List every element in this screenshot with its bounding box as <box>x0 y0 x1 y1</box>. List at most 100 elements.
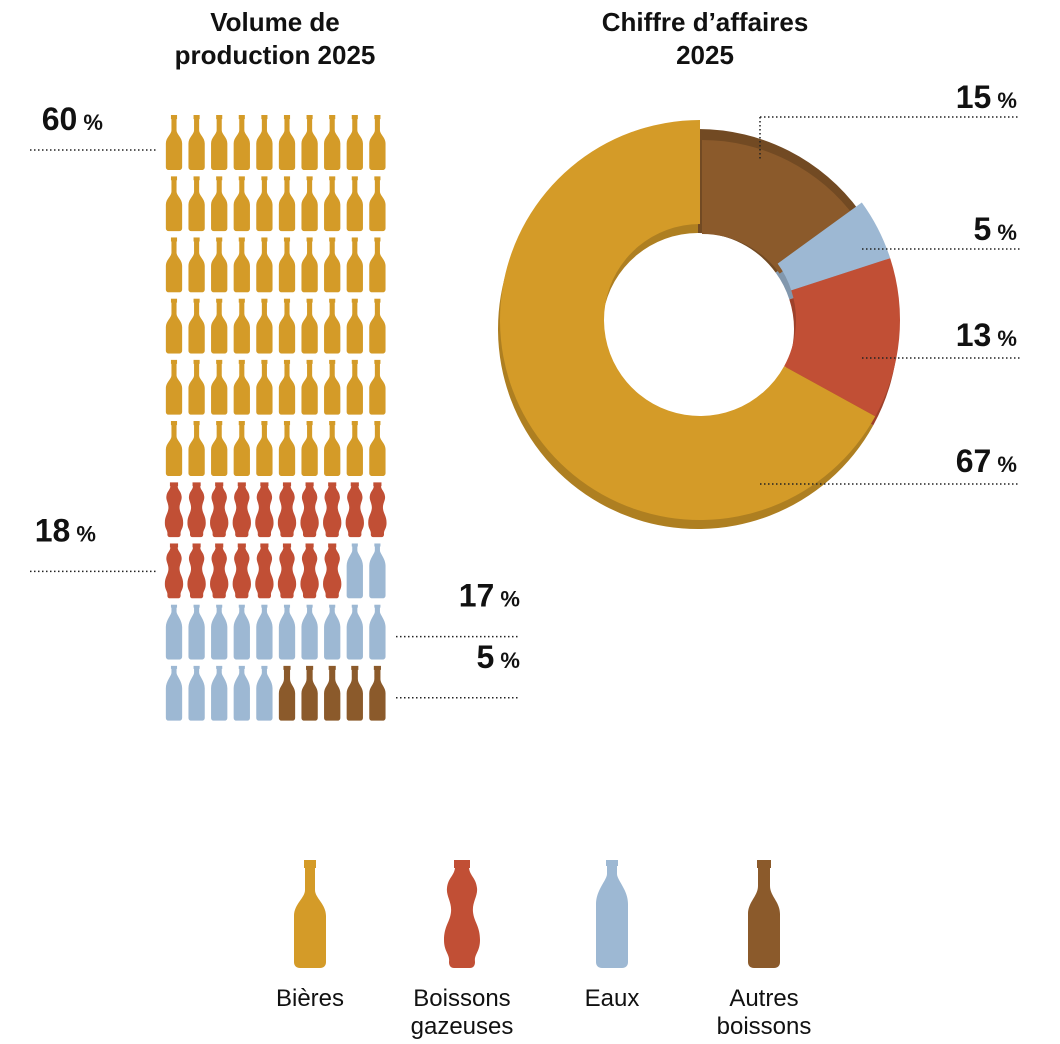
pictogram-bottle-water-bottle <box>211 665 228 721</box>
production-volume-pictogram: 60 %18 %17 %5 % <box>30 101 520 721</box>
pictogram-bottle-beer-bottle <box>211 176 228 232</box>
svg-text:67 %: 67 % <box>956 443 1017 479</box>
pictogram-bottle-beer-bottle <box>301 359 318 415</box>
pictogram-bottle-beer-bottle <box>188 237 205 293</box>
pictogram-bottle-soda-bottle <box>323 543 342 599</box>
svg-text:15 %: 15 % <box>956 79 1017 115</box>
volume-label-autres: 5 % <box>477 639 520 675</box>
pictogram-bottle-beer-bottle <box>188 421 205 476</box>
svg-text:5 %: 5 % <box>477 639 520 675</box>
pictogram-bottle-beer-bottle <box>346 359 363 415</box>
percent-unit: % <box>70 521 96 546</box>
pictogram-bottle-beer-bottle <box>165 359 183 415</box>
pictogram-bottle-water-bottle <box>233 604 250 660</box>
pictogram-bottle-beer-bottle <box>278 237 296 293</box>
revenue-label-autres: 15 % <box>956 79 1017 115</box>
pictogram-bottle-beer-bottle <box>165 115 183 170</box>
pictogram-bottle-water-bottle <box>165 604 183 660</box>
volume-label-eaux: 17 % <box>459 578 520 614</box>
svg-text:17 %: 17 % <box>459 578 520 614</box>
pictogram-bottle-water-bottle <box>165 665 183 721</box>
legend: Bières Boissons gazeuses Eaux Autres boissons <box>276 860 811 1040</box>
pictogram-bottle-water-bottle <box>301 604 318 660</box>
pictogram-bottle-beer-bottle <box>278 115 296 170</box>
pictogram-bottle-beer-bottle <box>256 176 273 232</box>
pictogram-bottle-beer-bottle <box>256 298 273 354</box>
percent-value: 17 <box>459 578 495 614</box>
pictogram-bottle-soda-bottle <box>345 482 364 538</box>
pictogram-bottle-beer-bottle <box>278 421 296 476</box>
pictogram-bottle-beer-bottle <box>256 237 273 293</box>
pictogram-bottle-beer-bottle <box>233 115 250 170</box>
pictogram-bottle-soda-bottle <box>164 482 184 538</box>
pictogram-bottle-beer-bottle <box>324 298 341 354</box>
pictogram-bottle-water-bottle <box>324 604 341 660</box>
pictogram-bottle-other-bottle <box>278 665 296 721</box>
pictogram-bottle-beer-bottle <box>369 421 386 476</box>
donut-slice-gazeuses <box>784 258 900 417</box>
pictogram-bottle-beer-bottle <box>301 298 318 354</box>
pictogram-bottle-beer-bottle <box>324 176 341 232</box>
pictogram-bottle-water-bottle <box>233 665 250 721</box>
pictogram-bottle-beer-bottle <box>188 115 205 170</box>
pictogram-bottle-water-bottle <box>256 665 273 721</box>
pictogram-bottle-beer-bottle <box>188 359 205 415</box>
percent-unit: % <box>494 587 520 612</box>
legend-item-bieres: Bières <box>276 860 344 1012</box>
pictogram-bottle-beer-bottle <box>301 115 318 170</box>
pictogram-bottle-beer-bottle <box>346 298 363 354</box>
percent-unit: % <box>991 452 1017 477</box>
volume-chart-title: Volume de production 2025 <box>174 7 376 70</box>
beer-bottle-icon <box>294 860 326 968</box>
pictogram-bottle-soda-bottle <box>232 543 251 599</box>
pictogram-bottle-soda-bottle <box>277 543 297 599</box>
pictogram-bottle-water-bottle <box>278 604 296 660</box>
svg-text:5 %: 5 % <box>974 211 1017 247</box>
soda-bottle-icon <box>444 860 480 968</box>
pictogram-bottle-water-bottle <box>188 604 205 660</box>
pictogram-bottle-water-bottle <box>211 604 228 660</box>
water-bottle-icon <box>596 860 628 968</box>
percent-value: 67 <box>956 443 992 479</box>
pictogram-bottle-beer-bottle <box>165 237 183 293</box>
pictogram-bottle-other-bottle <box>346 665 363 721</box>
donut-slice-bieres <box>500 120 876 520</box>
other-bottle-icon <box>748 860 780 968</box>
pictogram-bottle-beer-bottle <box>301 176 318 232</box>
pictogram-bottle-beer-bottle <box>165 298 183 354</box>
pictogram-bottle-other-bottle <box>324 665 341 721</box>
pictogram-bottle-beer-bottle <box>346 176 363 232</box>
pictogram-bottle-beer-bottle <box>211 298 228 354</box>
pictogram-bottle-water-bottle <box>188 665 205 721</box>
pictogram-bottle-beer-bottle <box>301 237 318 293</box>
revenue-label-eaux: 5 % <box>974 211 1017 247</box>
pictogram-bottle-soda-bottle <box>232 482 251 538</box>
svg-text:18 %: 18 % <box>35 512 96 548</box>
pictogram-bottle-soda-bottle <box>187 482 206 538</box>
pictogram-bottle-water-bottle <box>369 543 386 599</box>
pictogram-bottle-beer-bottle <box>324 421 341 476</box>
legend-item-eaux: Eaux <box>585 860 639 1012</box>
pictogram-bottle-soda-bottle <box>255 482 274 538</box>
pictogram-bottle-beer-bottle <box>346 115 363 170</box>
percent-unit: % <box>991 88 1017 113</box>
svg-text:60 %: 60 % <box>42 101 103 137</box>
pictogram-bottle-beer-bottle <box>369 298 386 354</box>
pictogram-bottle-beer-bottle <box>278 298 296 354</box>
volume-label-bieres: 60 % <box>42 101 103 137</box>
pictogram-bottle-soda-bottle <box>210 482 229 538</box>
percent-value: 15 <box>956 79 992 115</box>
pictogram-bottle-beer-bottle <box>369 237 386 293</box>
pictogram-bottle-beer-bottle <box>369 359 386 415</box>
percent-value: 60 <box>42 101 78 137</box>
percent-value: 18 <box>35 512 71 548</box>
legend-item-autres: Autres boissons <box>717 860 812 1040</box>
legend-label: Bières <box>276 985 344 1012</box>
donut-slice-eaux <box>777 202 891 291</box>
pictogram-bottle-water-bottle <box>256 604 273 660</box>
pictogram-bottle-beer-bottle <box>188 298 205 354</box>
revenue-chart-title: Chiffre d’affaires 2025 <box>601 7 809 70</box>
pictogram-bottle-beer-bottle <box>256 421 273 476</box>
legend-label: Autres boissons <box>717 985 812 1040</box>
percent-value: 5 <box>477 639 495 675</box>
